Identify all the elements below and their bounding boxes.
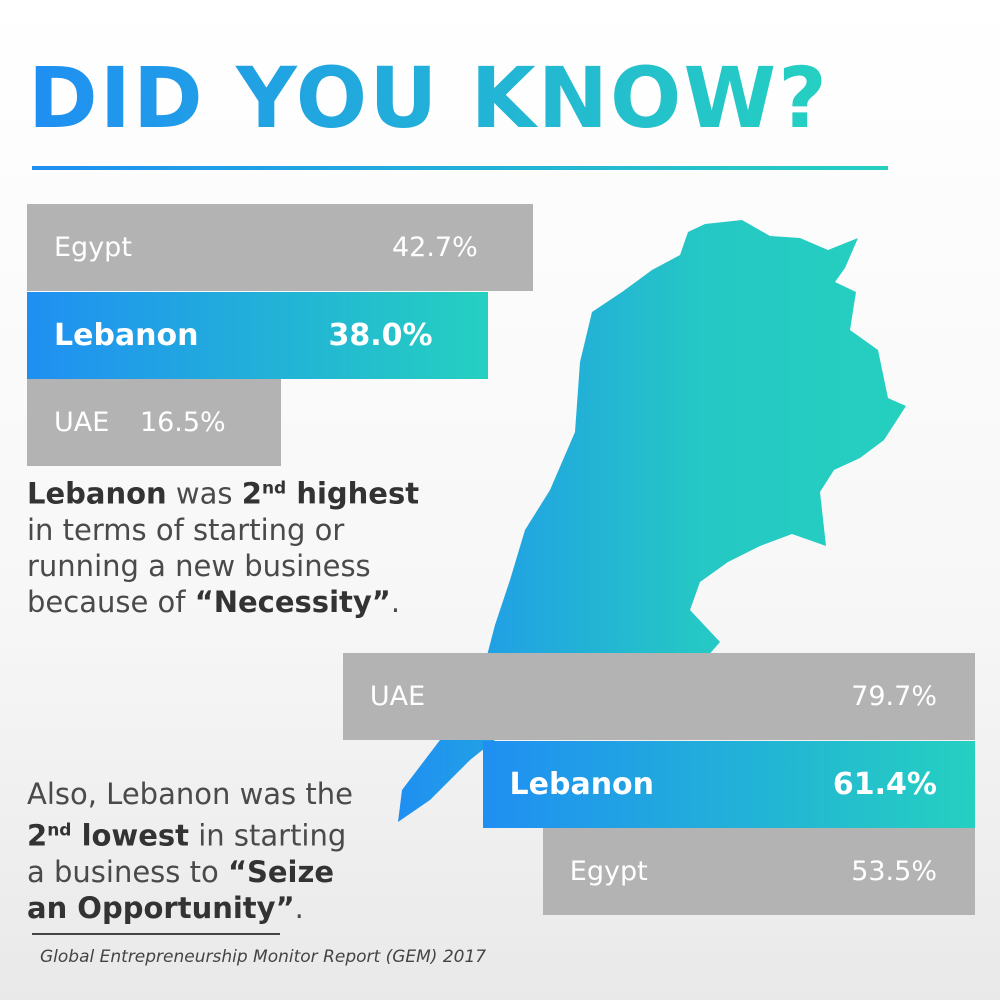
title: DID YOU KNOW? xyxy=(28,49,829,147)
bold-text: Lebanon xyxy=(27,477,167,511)
category-label: Lebanon xyxy=(509,766,655,802)
note-text: “Necessity” xyxy=(194,584,391,619)
bold-text: nd xyxy=(262,477,286,511)
bold-text: “Seize an Opportunity” xyxy=(27,855,334,925)
source: Global Entrepreneurship Monitor Report (… xyxy=(40,947,487,967)
value-label: 61.4% xyxy=(832,766,937,802)
title-rule xyxy=(32,166,888,170)
note-text: . xyxy=(390,584,401,619)
note: Lebanon was 2nd highest in terms of star… xyxy=(27,470,447,620)
category-label: Lebanon xyxy=(54,317,199,353)
source-rule xyxy=(32,933,280,935)
note-text: lowest xyxy=(71,818,190,853)
note-text: “Seize an Opportunity” xyxy=(27,854,335,925)
bold-text: “Necessity” xyxy=(195,585,391,619)
bar: Egypt 53.5% xyxy=(542,828,975,915)
category-label: UAE xyxy=(54,407,110,438)
superscript: nd xyxy=(261,478,287,498)
bar: Lebanon 38.0% xyxy=(27,291,488,379)
note-text: in terms of starting or running a new bu… xyxy=(27,512,371,619)
bar: Lebanon 61.4% xyxy=(482,740,975,828)
note-text: highest xyxy=(286,476,420,511)
value-label: 79.7% xyxy=(851,681,937,712)
bold-text: 2 xyxy=(27,819,47,853)
category-label: Egypt xyxy=(54,232,132,263)
bar: UAE 79.7% xyxy=(342,653,975,740)
bold-text: nd xyxy=(47,819,71,853)
value-label: 42.7% xyxy=(391,232,478,263)
bold-text: lowest xyxy=(71,819,189,853)
category-label: Egypt xyxy=(569,856,648,887)
note-text: was xyxy=(166,476,242,511)
value-label: 38.0% xyxy=(328,317,433,353)
note-text: 2 xyxy=(27,818,48,853)
bar: UAE 16.5% xyxy=(27,379,281,466)
value-label: 16.5% xyxy=(139,407,226,438)
bold-text: highest xyxy=(286,477,419,511)
superscript: nd xyxy=(47,820,72,840)
note-text: Lebanon xyxy=(27,476,167,511)
note-text: 2 xyxy=(241,476,262,511)
category-label: UAE xyxy=(369,681,426,712)
value-label: 53.5% xyxy=(851,856,937,887)
note: Also, Lebanon was the 2nd lowest in star… xyxy=(27,776,372,926)
note-text: in starting a business to xyxy=(27,818,347,889)
note-text: . xyxy=(294,890,304,925)
bar: Egypt 42.7% xyxy=(27,204,533,291)
note-text: Also, Lebanon was the xyxy=(27,777,353,811)
bold-text: 2 xyxy=(242,477,262,511)
